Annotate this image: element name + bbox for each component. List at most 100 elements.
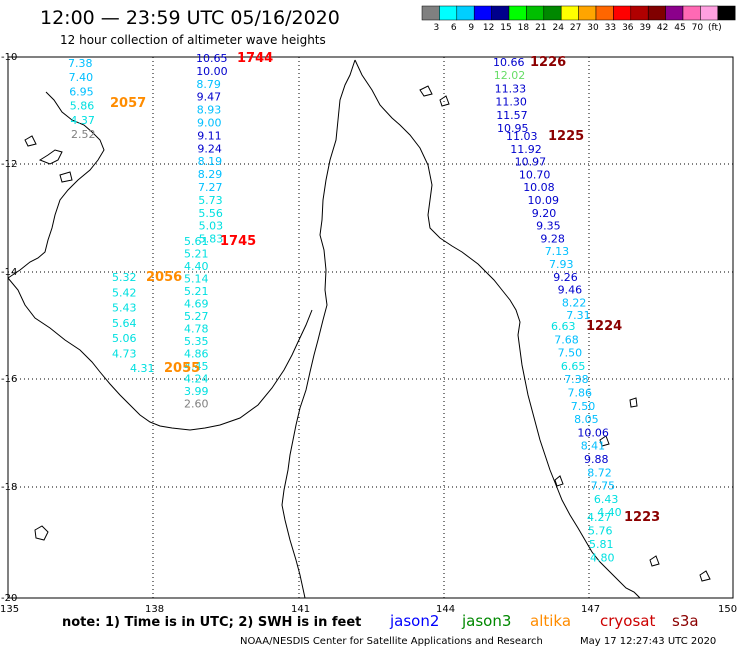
lon-label: 150 bbox=[718, 604, 737, 615]
wave-height-value: 10.65 bbox=[196, 52, 228, 65]
pass-time-label: 2057 bbox=[110, 96, 146, 111]
legend-swatch bbox=[682, 5, 701, 21]
legend-label: 45 bbox=[674, 23, 685, 33]
wave-height-value: 7.75 bbox=[591, 480, 616, 493]
wave-height-value: 4.37 bbox=[70, 114, 95, 127]
wave-height-value: 5.21 bbox=[184, 285, 209, 298]
wave-height-value: 8.29 bbox=[198, 168, 223, 181]
wave-height-value: 4.24 bbox=[184, 373, 209, 386]
wave-height-value: 5.61 bbox=[184, 235, 209, 248]
wave-height-value: 7.13 bbox=[545, 245, 570, 258]
wave-height-value: 10.09 bbox=[528, 194, 560, 207]
wave-height-value: 8.22 bbox=[562, 296, 587, 309]
legend-label: 3 bbox=[434, 23, 440, 33]
satellite-name: s3a bbox=[672, 612, 699, 630]
legend-label: 36 bbox=[622, 23, 634, 33]
legend-label: 15 bbox=[500, 23, 511, 33]
lat-label: -12 bbox=[1, 159, 17, 170]
legend-swatch bbox=[613, 5, 632, 21]
legend-swatch bbox=[647, 5, 666, 21]
island bbox=[629, 397, 638, 408]
legend-label: 24 bbox=[552, 23, 564, 33]
legend-swatch bbox=[491, 5, 510, 21]
island bbox=[34, 525, 49, 541]
lat-label: -10 bbox=[1, 52, 17, 63]
longitude-labels: 135 138 141 144 147 150 bbox=[0, 604, 737, 615]
legend-label: 39 bbox=[639, 23, 651, 33]
wave-height-value: 2.52 bbox=[71, 128, 96, 141]
wave-height-value: 9.00 bbox=[197, 117, 222, 130]
wave-height-value: 6.63 bbox=[551, 320, 576, 333]
wave-height-value: 4.73 bbox=[112, 348, 137, 361]
wave-height-value: 7.86 bbox=[568, 387, 593, 400]
legend-label: 12 bbox=[483, 23, 494, 33]
wave-height-value: 5.35 bbox=[184, 335, 209, 348]
wave-height-value: 11.33 bbox=[495, 82, 526, 95]
pass-time-label: 1224 bbox=[586, 319, 622, 334]
wave-height-value: 5.42 bbox=[112, 286, 137, 299]
island bbox=[38, 149, 63, 165]
legend-swatch bbox=[439, 5, 458, 21]
wave-height-value: 11.92 bbox=[510, 143, 542, 156]
wave-height-value: 7.40 bbox=[69, 71, 94, 84]
lon-label: 138 bbox=[145, 604, 164, 615]
pass-time-label: 2055 bbox=[164, 361, 200, 376]
wave-height-value: 6.95 bbox=[69, 85, 94, 98]
wave-height-value: 5.83 bbox=[199, 233, 224, 246]
wave-height-value: 5.14 bbox=[184, 273, 209, 286]
arnhem-coast bbox=[7, 91, 105, 279]
satellite-name: jason2 bbox=[389, 612, 439, 630]
legend-label: 70 bbox=[692, 23, 704, 33]
satellite-name: jason3 bbox=[461, 612, 511, 630]
latitude-labels: -10 -12 -14 -16 -18 -20 bbox=[1, 52, 17, 604]
wave-height-value: 10.66 bbox=[493, 56, 525, 69]
legend-label: 6 bbox=[451, 23, 457, 33]
pass-time-label: 1226 bbox=[530, 55, 566, 70]
pass-time-label: 1223 bbox=[624, 510, 660, 525]
wave-height-value: 5.64 bbox=[112, 317, 137, 330]
cape-york-coast bbox=[281, 59, 356, 599]
color-legend: 3 6 9 12 15 18 21 24 27 30 33 36 39 42 45 70 (ft) bbox=[421, 5, 736, 33]
legend-swatch bbox=[560, 5, 579, 21]
wave-height-value: 5.43 bbox=[112, 302, 137, 315]
wave-height-values: 7.387.406.955.864.372.52205710.6510.008.… bbox=[68, 51, 660, 565]
wave-height-value: 12.02 bbox=[494, 69, 526, 82]
legend-swatch bbox=[717, 5, 736, 21]
wave-height-value: 10.00 bbox=[196, 65, 228, 78]
legend-swatch bbox=[421, 5, 440, 21]
note-text: note: 1) Time is in UTC; 2) SWH is in fe… bbox=[62, 615, 361, 630]
satellite-legend: jason2 jason3 altika cryosat s3a bbox=[389, 612, 699, 630]
wave-height-value: 3.99 bbox=[184, 385, 209, 398]
wave-height-value: 6.43 bbox=[594, 493, 619, 506]
legend-label: 18 bbox=[518, 23, 530, 33]
wave-height-value: 4.86 bbox=[184, 348, 209, 361]
gulf-south-coast bbox=[7, 277, 313, 431]
wave-height-value: 9.47 bbox=[197, 91, 222, 104]
wave-height-value: 9.20 bbox=[532, 207, 557, 220]
wave-height-value: 7.93 bbox=[549, 258, 574, 271]
wave-height-value: 9.88 bbox=[584, 453, 609, 466]
wave-height-value: 4.40 bbox=[597, 506, 622, 519]
lon-label: 141 bbox=[291, 604, 310, 615]
legend-label: 42 bbox=[657, 23, 668, 33]
island bbox=[649, 555, 660, 567]
island bbox=[699, 570, 711, 582]
wave-height-value: 5.76 bbox=[588, 525, 613, 538]
wave-height-value: 7.50 bbox=[571, 400, 596, 413]
lat-label: -20 bbox=[1, 593, 17, 604]
wave-height-value: 7.38 bbox=[68, 57, 93, 70]
legend-swatch bbox=[456, 5, 475, 21]
lat-lon-grid bbox=[8, 57, 733, 598]
legend-swatch bbox=[473, 5, 492, 21]
pass-time-label: 2056 bbox=[146, 270, 182, 285]
island bbox=[419, 85, 433, 97]
wave-height-value: 9.24 bbox=[197, 142, 222, 155]
wave-height-value: 4.40 bbox=[184, 260, 209, 273]
wave-height-value: 4.27 bbox=[587, 511, 612, 524]
pass-time-label: 1225 bbox=[548, 129, 584, 144]
legend-label: 27 bbox=[570, 23, 581, 33]
island bbox=[59, 171, 73, 183]
wave-height-value: 9.26 bbox=[553, 271, 578, 284]
wave-height-value: 5.73 bbox=[198, 194, 223, 207]
legend-swatch bbox=[543, 5, 562, 21]
